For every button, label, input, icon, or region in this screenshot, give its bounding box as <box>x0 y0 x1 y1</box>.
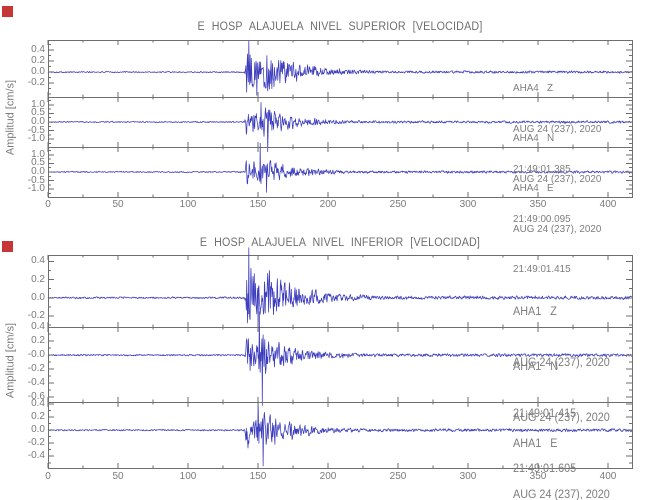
y-tick-label: 0.0 <box>31 116 45 127</box>
trace-date: AUG 24 (237), 2020 <box>513 172 602 185</box>
y-tick-label: 0.4 <box>31 398 45 409</box>
y-tick-label: 0.5 <box>31 157 45 168</box>
trace-label-aha1-n: AHA1 N AUG 24 (237), 2020 21:49:01.605 <box>513 325 610 500</box>
y-tick-label: -0.6 <box>27 391 45 402</box>
y-tick-label: 0.5 <box>31 107 45 118</box>
trace-time: 21:49:01.385 <box>513 163 571 175</box>
x-tick-label: 50 <box>112 471 124 482</box>
station-code: AHA1 N <box>513 361 559 373</box>
y-tick-label: -0.4 <box>27 377 45 388</box>
y-tick-label: -0.4 <box>27 450 45 461</box>
y-tick-label: 0.0 <box>31 424 45 435</box>
x-tick-label: 100 <box>179 471 197 482</box>
x-tick-label: 150 <box>249 199 267 210</box>
waveform-aha1-z <box>47 247 632 329</box>
trace-label-aha4-n: AHA4 N AUG 24 (237), 2020 21:49:00.095 <box>513 105 601 254</box>
x-tick-label: 0 <box>45 199 51 210</box>
y-tick-label: 0.2 <box>31 335 45 346</box>
x-tick-label: 0 <box>45 471 51 482</box>
y-tick-label: 0.4 <box>31 321 45 332</box>
x-tick-label: 400 <box>599 199 617 210</box>
x-tick-label: 350 <box>529 471 547 482</box>
station-code: AHA1 Z <box>513 306 557 318</box>
trace-label-aha4-e: AHA4 E AUG 24 (237), 2020 21:49:01.415 <box>513 155 601 304</box>
trace-time: 21:49:01.605 <box>513 463 577 475</box>
panel-superior-title: E HOSP ALAJUELA NIVEL SUPERIOR [VELOCIDA… <box>197 21 483 33</box>
waveform-aha1-e <box>47 397 632 467</box>
y-tick-label: 0.2 <box>31 55 45 66</box>
trace-date: AUG 24 (237), 2020 <box>513 412 610 424</box>
trace-time: 21:49:00.095 <box>513 213 571 225</box>
station-code: AHA4 E <box>513 182 554 194</box>
red-marker-top <box>2 6 13 17</box>
trace-time: 21:49:01.415 <box>513 263 571 275</box>
x-tick-label: 150 <box>249 471 267 482</box>
station-code: AHA4 Z <box>513 82 554 94</box>
x-tick-label: 400 <box>599 471 617 482</box>
y-tick-label: -1.0 <box>27 133 45 144</box>
x-tick-label: 350 <box>529 199 547 210</box>
y-tick-label: 0.0 <box>31 166 45 177</box>
x-tick-label: 100 <box>179 199 197 210</box>
waveform-aha4-z <box>47 40 632 96</box>
waveform-aha4-e <box>47 142 632 193</box>
trace-label-aha1-z: AHA1 Z AUG 24 (237), 2020 21:49:01.415 <box>513 270 610 457</box>
y-tick-label: 0.4 <box>31 255 45 266</box>
x-tick-label: 250 <box>389 471 407 482</box>
red-marker-bottom <box>2 241 13 252</box>
trace-date: AUG 24 (237), 2020 <box>513 122 602 135</box>
y-tick-label: -0.2 <box>27 77 45 88</box>
trace-label-aha4-z: AHA4 Z AUG 24 (237), 2020 21:49:01.385 <box>513 55 601 204</box>
x-tick-label: 50 <box>112 199 124 210</box>
y-tick-label: -0.2 <box>27 437 45 448</box>
waveform-aha1-n <box>47 311 632 406</box>
y-tick-label: -1.0 <box>27 183 45 194</box>
y-tick-label: -0.5 <box>27 125 45 136</box>
y-tick-label: 1.0 <box>31 99 45 110</box>
trace-date: AUG 24 (237), 2020 <box>513 489 610 500</box>
y-tick-label: 0.0 <box>31 66 45 77</box>
y-tick-label: -0.2 <box>27 310 45 321</box>
y-tick-label: -0.2 <box>27 363 45 374</box>
station-code: AHA1 E <box>513 438 558 450</box>
y-tick-label: 0.2 <box>31 411 45 422</box>
x-tick-label: 300 <box>459 199 477 210</box>
x-tick-label: 300 <box>459 471 477 482</box>
waveform-aha4-n <box>47 102 632 153</box>
panel-inferior-title: E HOSP ALAJUELA NIVEL INFERIOR [VELOCIDA… <box>199 237 481 249</box>
x-tick-label: 250 <box>389 199 407 210</box>
y-tick-label: 0.4 <box>31 44 45 55</box>
trace-label-aha1-e: AHA1 E AUG 24 (237), 2020 21:49:00.495 <box>513 402 610 500</box>
x-tick-label: 200 <box>319 471 337 482</box>
trace-date: AUG 24 (237), 2020 <box>513 357 610 369</box>
y-tick-label: 0.0 <box>31 292 45 303</box>
x-tick-label: 200 <box>319 199 337 210</box>
y-tick-label: 1.0 <box>31 149 45 160</box>
trace-date: AUG 24 (237), 2020 <box>513 222 602 235</box>
y-tick-label: -0.0 <box>27 349 45 360</box>
trace-time: 21:49:01.415 <box>513 408 577 420</box>
y-tick-label: -0.5 <box>27 175 45 186</box>
station-code: AHA4 N <box>513 132 555 144</box>
y-tick-label: 0.2 <box>31 274 45 285</box>
